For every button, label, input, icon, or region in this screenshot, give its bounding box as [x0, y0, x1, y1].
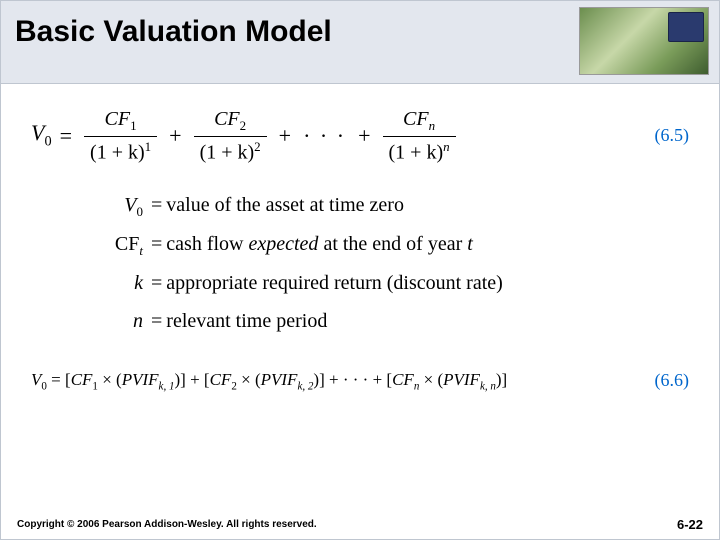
- eq66-ellipsis: · · ·: [343, 370, 368, 389]
- eq65-tn-den-sup: n: [443, 139, 450, 154]
- def-n-sym: n: [111, 302, 143, 340]
- equals-sign: =: [60, 123, 72, 149]
- eq65-t1-num-sub: 1: [130, 118, 137, 133]
- eq65-t2-den-sup: 2: [254, 139, 261, 154]
- def-cft-text: cash flow expected at the end of year t: [166, 233, 473, 255]
- slide-title: Basic Valuation Model: [15, 15, 332, 49]
- eq65-tn-num-var: CF: [403, 108, 429, 130]
- def-v0-sym: V0: [111, 186, 143, 225]
- eq66-tn-cfsub: n: [414, 380, 420, 392]
- eq65-t1-den-base: (1 + k): [90, 141, 145, 163]
- def-n-text: relevant time period: [166, 310, 327, 332]
- slide-footer: Copyright © 2006 Pearson Addison-Wesley.…: [1, 509, 719, 539]
- def-k-sym: k: [111, 264, 143, 302]
- eq65-tn-den-base: (1 + k): [389, 141, 444, 163]
- eq65-t2-num-var: CF: [214, 108, 240, 130]
- header-currency-image: [579, 7, 709, 75]
- ellipsis: · · ·: [303, 123, 346, 149]
- eq66-t1-pvifsub: k, 1: [159, 380, 175, 392]
- eq65-lhs-var: V: [31, 120, 44, 145]
- def-k: k=appropriate required return (discount …: [111, 264, 689, 302]
- plus-sign: +: [169, 123, 181, 149]
- page-number: 6-22: [677, 517, 703, 532]
- plus-sign: +: [279, 123, 291, 149]
- eq66-t2-pvifsub: k, 2: [297, 380, 313, 392]
- def-n: n=relevant time period: [111, 302, 689, 340]
- eq65-term-1: CF1 (1 + k)1: [84, 107, 157, 164]
- def-cft-sym: CFt: [111, 225, 143, 264]
- eq65-term-n: CFn (1 + k)n: [383, 107, 456, 164]
- header-badge-icon: [668, 12, 704, 42]
- eq65-tn-num-sub: n: [429, 118, 436, 133]
- eq66-t1-cfsub: 1: [92, 380, 98, 392]
- eq66-body: V0 = [CF1 × (PVIFk, 1)] + [CF2 × (PVIFk,…: [31, 370, 507, 392]
- copyright-text: Copyright © 2006 Pearson Addison-Wesley.…: [17, 519, 317, 530]
- definitions-block: V0=value of the asset at time zero CFt=c…: [111, 186, 689, 339]
- eq65-t2-den-base: (1 + k): [200, 141, 255, 163]
- slide-content: V0 = CF1 (1 + k)1 + CF2 (1 + k)2 + · · ·…: [1, 83, 719, 509]
- eq65-lhs-sub: 0: [44, 134, 51, 150]
- def-k-text: appropriate required return (discount ra…: [166, 272, 503, 294]
- def-v0-text: value of the asset at time zero: [166, 194, 404, 216]
- slide: Basic Valuation Model V0 = CF1 (1 + k)1 …: [0, 0, 720, 540]
- eq65-t2-num-sub: 2: [240, 118, 247, 133]
- eq66-t2-cfsub: 2: [231, 380, 237, 392]
- eq65-lhs: V0: [31, 120, 52, 150]
- eq65-t1-num-var: CF: [105, 108, 131, 130]
- def-cft: CFt=cash flow expected at the end of yea…: [111, 225, 689, 264]
- slide-header: Basic Valuation Model: [1, 1, 719, 84]
- equation-6-5: V0 = CF1 (1 + k)1 + CF2 (1 + k)2 + · · ·…: [31, 107, 689, 164]
- equation-6-5-row: V0 = CF1 (1 + k)1 + CF2 (1 + k)2 + · · ·…: [31, 107, 689, 164]
- eq66-tn-pvifsub: k, n: [480, 380, 496, 392]
- eq65-t1-den-sup: 1: [145, 139, 152, 154]
- eq66-number: (6.6): [635, 370, 690, 391]
- eq65-number: (6.5): [635, 125, 690, 146]
- equation-6-6: V0 = [CF1 × (PVIFk, 1)] + [CF2 × (PVIFk,…: [31, 370, 689, 392]
- plus-sign: +: [358, 123, 370, 149]
- eq65-term-2: CF2 (1 + k)2: [194, 107, 267, 164]
- def-v0: V0=value of the asset at time zero: [111, 186, 689, 225]
